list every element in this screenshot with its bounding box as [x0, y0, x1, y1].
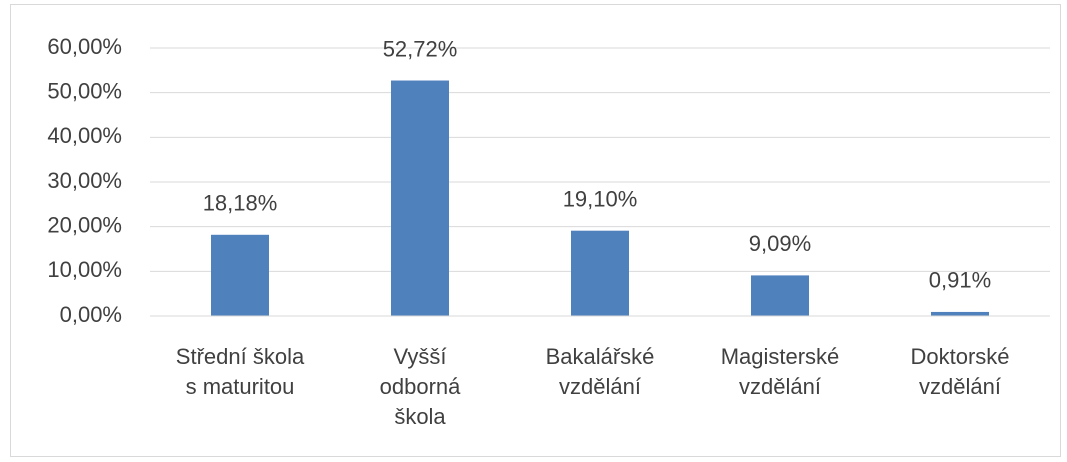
x-tick-label: Střední škola s maturitou: [175, 344, 305, 399]
bar: [571, 230, 629, 316]
bar: [211, 234, 269, 316]
y-tick-label: 30,00%: [47, 168, 122, 193]
x-tick-label: Vyšší odborná škola: [379, 344, 461, 429]
y-tick-label: 20,00%: [47, 212, 122, 237]
y-tick-label: 40,00%: [47, 123, 122, 148]
bar: [391, 80, 449, 316]
chart-border: [10, 4, 1061, 457]
data-label: 19,10%: [563, 186, 638, 211]
y-tick-label: 60,00%: [47, 34, 122, 59]
y-tick-label: 50,00%: [47, 78, 122, 103]
bar: [751, 275, 809, 316]
bar: [931, 311, 989, 316]
x-tick-label: Doktorské vzdělání: [910, 344, 1010, 399]
data-label: 0,91%: [929, 268, 991, 293]
data-label: 9,09%: [749, 231, 811, 256]
x-tick-label: Bakalářské vzdělání: [545, 344, 655, 399]
x-tick-label: Magisterské vzdělání: [720, 344, 840, 399]
data-label: 18,18%: [203, 191, 278, 216]
y-tick-label: 0,00%: [60, 302, 122, 327]
y-tick-label: 10,00%: [47, 257, 122, 282]
data-label: 52,72%: [383, 36, 458, 61]
